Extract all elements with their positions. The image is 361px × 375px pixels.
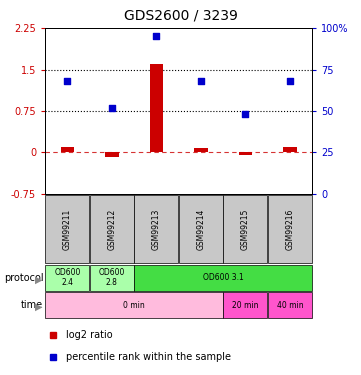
Text: time: time <box>21 300 43 310</box>
Text: ▶: ▶ <box>35 274 43 285</box>
Bar <box>90 265 134 291</box>
Bar <box>134 195 178 263</box>
Bar <box>134 265 312 291</box>
Text: GSM99211: GSM99211 <box>63 208 72 250</box>
Text: OD600
2.4: OD600 2.4 <box>54 268 81 287</box>
Bar <box>223 195 268 263</box>
Text: OD600 3.1: OD600 3.1 <box>203 273 244 282</box>
Text: log2 ratio: log2 ratio <box>66 330 113 340</box>
Bar <box>105 152 118 157</box>
Bar <box>194 148 208 152</box>
Bar <box>150 64 163 152</box>
Bar <box>61 147 74 152</box>
Text: ▶: ▶ <box>35 302 43 312</box>
Text: GSM99215: GSM99215 <box>241 208 250 250</box>
Bar <box>223 292 268 318</box>
Text: 0 min: 0 min <box>123 301 145 309</box>
Text: GSM99216: GSM99216 <box>286 208 295 250</box>
Bar <box>239 152 252 155</box>
Bar <box>45 292 223 318</box>
Point <box>243 111 248 117</box>
Point <box>65 78 70 84</box>
Bar <box>283 147 297 152</box>
Point <box>198 78 204 84</box>
Text: 20 min: 20 min <box>232 301 259 309</box>
Text: GSM99213: GSM99213 <box>152 208 161 250</box>
Text: protocol: protocol <box>4 273 43 283</box>
Text: GSM99212: GSM99212 <box>108 208 116 250</box>
Text: GSM99214: GSM99214 <box>196 208 205 250</box>
Bar <box>179 195 223 263</box>
Bar <box>268 195 312 263</box>
Bar <box>268 292 312 318</box>
Bar <box>45 195 90 263</box>
Text: 40 min: 40 min <box>277 301 303 309</box>
Point <box>109 105 115 111</box>
Bar <box>45 265 90 291</box>
Text: GDS2600 / 3239: GDS2600 / 3239 <box>123 9 238 22</box>
Point <box>153 33 159 39</box>
Text: OD600
2.8: OD600 2.8 <box>99 268 125 287</box>
Point <box>287 78 293 84</box>
Bar <box>90 195 134 263</box>
Text: percentile rank within the sample: percentile rank within the sample <box>66 352 231 362</box>
